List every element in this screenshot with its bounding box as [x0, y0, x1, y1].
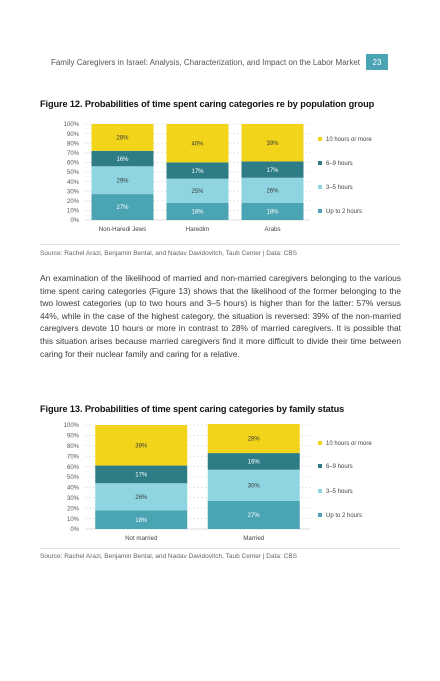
y-tick-label: 90% — [67, 434, 80, 440]
bar-segment — [207, 453, 300, 470]
bar-segment — [91, 124, 154, 151]
data-label: 27% — [248, 513, 261, 519]
divider — [40, 548, 400, 549]
y-tick-label: 30% — [67, 496, 80, 502]
y-tick-label: 30% — [67, 189, 80, 195]
y-tick-label: 10% — [67, 517, 80, 523]
data-label: 26% — [266, 188, 279, 194]
legend-swatch — [318, 137, 322, 141]
bar-segment — [95, 465, 188, 484]
data-label: 25% — [191, 189, 204, 195]
bar-segment — [91, 194, 154, 220]
y-tick-label: 80% — [67, 141, 80, 147]
bar-segment — [91, 150, 154, 167]
bar-segment — [241, 202, 304, 220]
data-label: 16% — [248, 460, 261, 466]
bar-segment — [207, 469, 300, 501]
bar-segment — [166, 178, 229, 203]
bar-segment — [95, 483, 188, 511]
y-tick-label: 0% — [70, 218, 79, 224]
legend-swatch — [318, 209, 322, 213]
category-label: Married — [243, 535, 265, 542]
legend-swatch — [318, 161, 322, 165]
legend-label: 3–5 hours — [326, 185, 353, 191]
category-label: Haredim — [186, 226, 209, 233]
bar-segment — [95, 425, 188, 466]
y-tick-label: 70% — [67, 454, 80, 460]
data-label: 27% — [116, 205, 129, 211]
running-header: Family Caregivers in Israel: Analysis, C… — [50, 58, 360, 67]
bar-segment — [166, 202, 229, 220]
legend-label: 3–5 hours — [326, 489, 353, 495]
y-tick-label: 40% — [67, 486, 80, 492]
y-tick-label: 50% — [67, 170, 80, 176]
data-label: 18% — [191, 210, 204, 216]
bar-segment — [207, 500, 300, 529]
figure-13-title: Figure 13. Probabilities of time spent c… — [40, 404, 345, 414]
y-tick-label: 80% — [67, 444, 80, 450]
legend-swatch — [318, 441, 322, 445]
legend-swatch — [318, 489, 322, 493]
bar-segment — [91, 166, 154, 195]
legend-label: 6–9 hours — [326, 161, 353, 167]
data-label: 40% — [191, 141, 204, 147]
data-label: 39% — [266, 141, 279, 147]
y-tick-label: 100% — [64, 423, 80, 429]
figure-12-source: Source: Rachel Arazi, Benjamin Bental, a… — [40, 250, 298, 257]
figure-13-source: Source: Rachel Arazi, Benjamin Bental, a… — [40, 553, 298, 560]
bar-segment — [166, 124, 229, 163]
data-label: 17% — [135, 473, 148, 479]
legend-swatch — [318, 513, 322, 517]
data-label: 17% — [266, 168, 279, 174]
data-label: 18% — [135, 518, 148, 524]
y-tick-label: 50% — [67, 475, 80, 481]
bar-segment — [207, 423, 300, 454]
y-tick-label: 60% — [67, 465, 80, 471]
legend-label: 10 hours or more — [326, 137, 372, 143]
category-label: Not married — [125, 535, 158, 542]
page-number: 23 — [366, 54, 388, 70]
category-label: Non-Haredi Jews — [99, 226, 146, 233]
figure-12-chart: 0% 10% 20% 30% 40% 50% 60% 70% 80% 90% 100% 27% 29% 1… — [64, 122, 373, 233]
y-tick-label: 90% — [67, 132, 80, 138]
data-label: 39% — [135, 443, 148, 449]
figure-13-chart: 0% 10% 20% 30% 40% 50% 60% 70% 80% 90% 100% 18% 26% 1… — [64, 423, 373, 542]
legend-label: 10 hours or more — [326, 441, 372, 447]
data-label: 16% — [116, 157, 129, 163]
bar-segment — [166, 162, 229, 179]
y-tick-label: 70% — [67, 151, 80, 157]
category-label: Arabs — [264, 226, 280, 233]
y-tick-label: 10% — [67, 209, 80, 215]
data-label: 18% — [266, 210, 279, 216]
divider — [40, 244, 400, 245]
body-paragraph: An examination of the likelihood of marr… — [40, 273, 401, 359]
bar-segment — [241, 161, 304, 178]
legend-label: Up to 2 hours — [326, 209, 362, 215]
data-label: 28% — [248, 437, 261, 443]
data-label: 17% — [191, 169, 204, 175]
data-label: 26% — [135, 495, 148, 501]
y-tick-label: 100% — [64, 122, 80, 128]
y-tick-label: 0% — [70, 527, 79, 533]
legend-label: Up to 2 hours — [326, 513, 362, 519]
data-label: 30% — [248, 484, 261, 490]
bar-segment — [95, 510, 188, 529]
y-tick-label: 20% — [67, 199, 80, 205]
figure-12-title: Figure 12. Probabilities of time spent c… — [40, 99, 375, 109]
data-label: 28% — [116, 136, 129, 142]
y-tick-label: 40% — [67, 180, 80, 186]
legend-swatch — [318, 185, 322, 189]
bar-segment — [241, 177, 304, 203]
legend-swatch — [318, 464, 322, 468]
y-tick-label: 20% — [67, 506, 80, 512]
bar-segment — [241, 124, 304, 162]
legend-label: 6–9 hours — [326, 464, 353, 470]
data-label: 29% — [116, 178, 129, 184]
y-tick-label: 60% — [67, 161, 80, 167]
